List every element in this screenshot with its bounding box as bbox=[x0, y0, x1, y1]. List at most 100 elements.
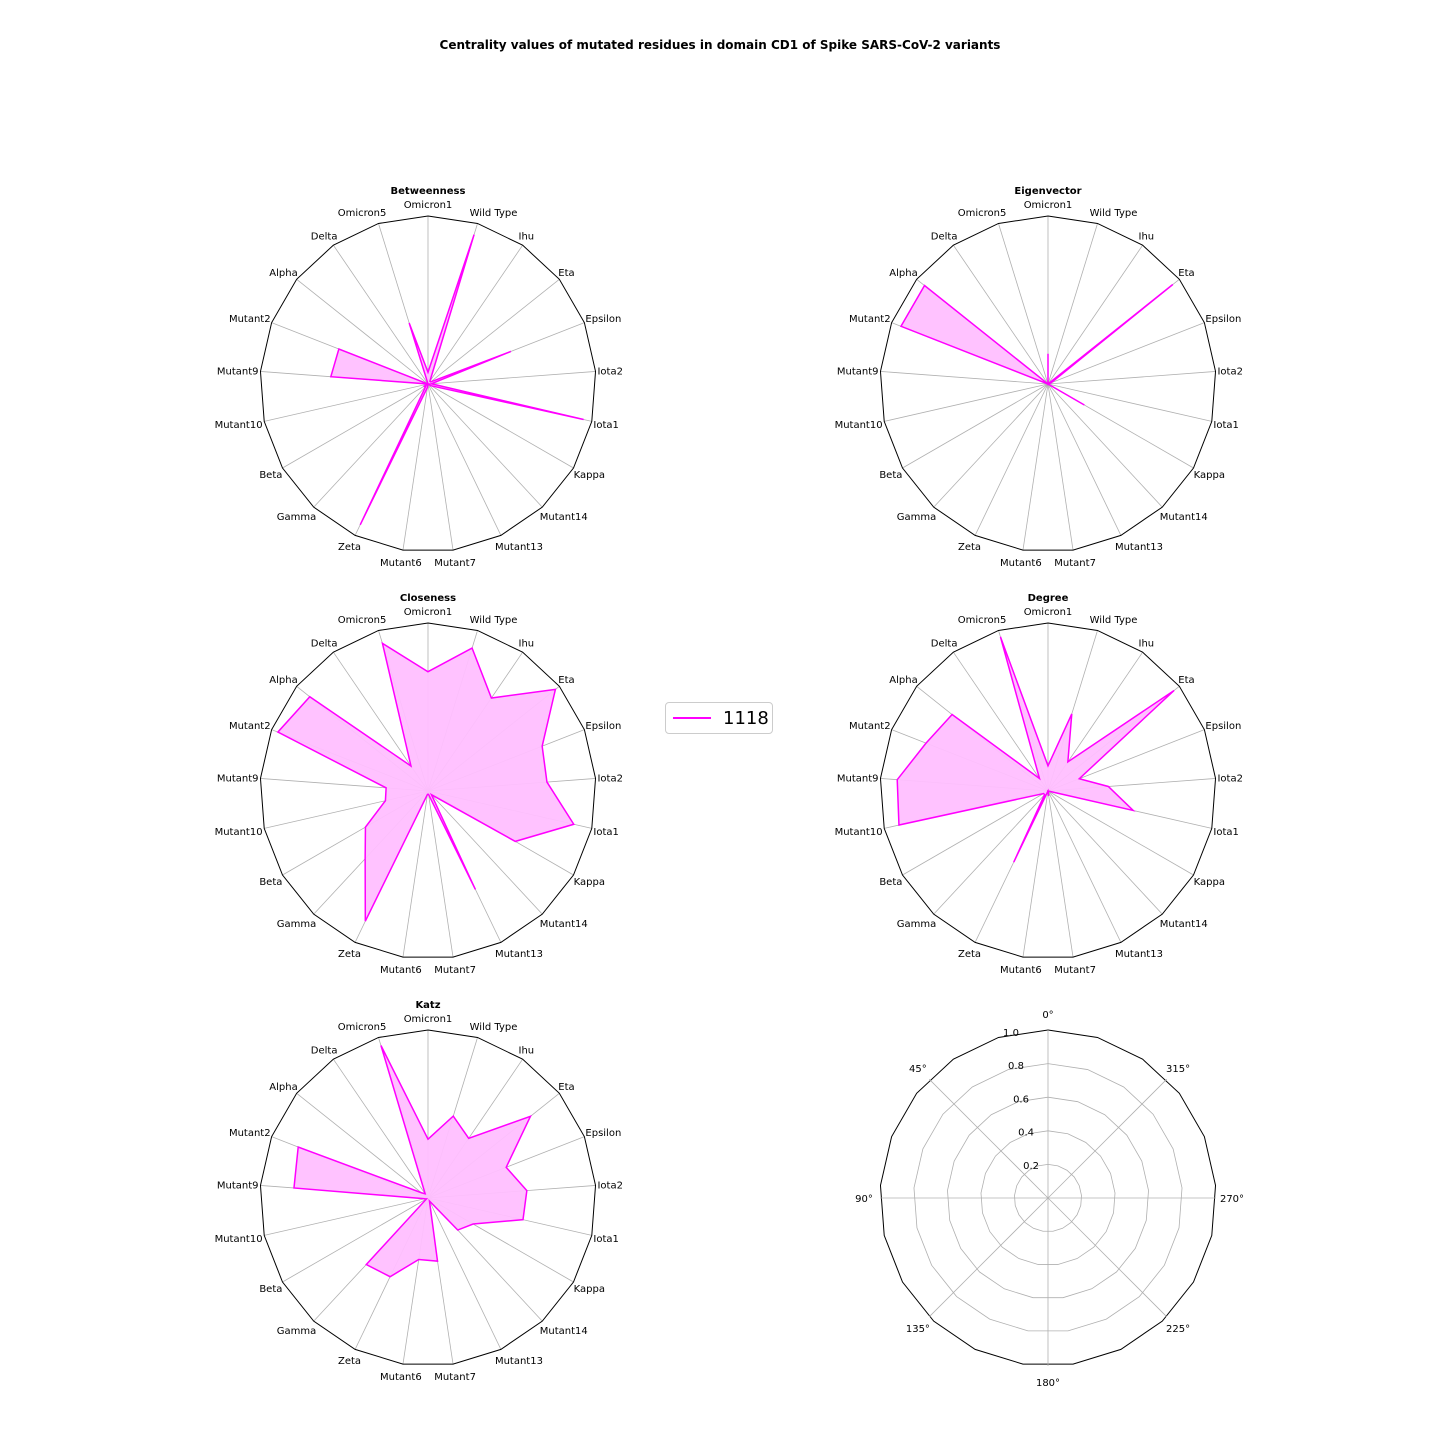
chart-0-category-label-0: Omicron1 bbox=[404, 200, 453, 211]
chart-4-category-label-2: Ihu bbox=[519, 1045, 535, 1056]
chart-2-category-label-11: Mutant6 bbox=[380, 965, 422, 976]
chart-3-category-label-3: Eta bbox=[1178, 675, 1194, 686]
chart-1-spoke-8 bbox=[1047, 383, 1163, 508]
figure-title: Centrality values of mutated residues in… bbox=[439, 38, 1001, 52]
chart-1-spoke-16 bbox=[880, 371, 1049, 385]
chart-2-category-label-8: Mutant14 bbox=[540, 919, 588, 930]
chart-0-title: Betweenness bbox=[391, 186, 466, 197]
chart-1-spoke-1 bbox=[1047, 223, 1098, 385]
chart-2-category-label-5: Iota2 bbox=[597, 774, 622, 785]
chart-3-category-label-0: Omicron1 bbox=[1024, 607, 1073, 618]
chart-1-category-label-15: Mutant10 bbox=[835, 420, 883, 431]
chart-4-category-label-3: Eta bbox=[558, 1082, 574, 1093]
chart-0-spoke-9 bbox=[427, 383, 502, 536]
chart-4-category-label-5: Iota2 bbox=[597, 1181, 622, 1192]
chart-4-category-label-8: Mutant14 bbox=[540, 1326, 588, 1337]
chart-3-spoke-8 bbox=[1047, 790, 1163, 915]
chart-0-category-label-15: Mutant10 bbox=[215, 420, 263, 431]
chart-0-category-label-7: Kappa bbox=[574, 470, 605, 481]
chart-1-spoke-10 bbox=[1047, 383, 1074, 551]
chart-5-radial-label-1: 0.4 bbox=[1018, 1128, 1034, 1139]
chart-1-spoke-2 bbox=[1047, 244, 1143, 385]
chart-0-category-label-5: Iota2 bbox=[597, 367, 622, 378]
chart-2-spoke-8 bbox=[427, 790, 543, 915]
chart-1-spoke-9 bbox=[1047, 383, 1122, 536]
chart-3-category-label-1: Wild Type bbox=[1090, 615, 1138, 626]
chart-4-category-label-9: Mutant13 bbox=[495, 1356, 543, 1367]
chart-1-spoke-20 bbox=[998, 223, 1049, 385]
chart-2-category-label-7: Kappa bbox=[574, 877, 605, 888]
chart-5-angle-label-4: 180° bbox=[1036, 1378, 1060, 1389]
legend-line-swatch bbox=[673, 717, 711, 719]
chart-3-spoke-14 bbox=[902, 790, 1049, 876]
chart-2-title: Closeness bbox=[400, 593, 456, 604]
chart-0-spoke-18 bbox=[296, 278, 429, 385]
chart-1-category-label-0: Omicron1 bbox=[1024, 200, 1073, 211]
chart-0-series-area bbox=[330, 234, 584, 525]
chart-2-category-label-4: Epsilon bbox=[585, 721, 621, 732]
chart-5-radial-label-3: 0.8 bbox=[1008, 1061, 1024, 1072]
chart-3-frame bbox=[879, 622, 1217, 958]
chart-1-category-label-9: Mutant13 bbox=[1115, 542, 1163, 553]
chart-1-category-label-3: Eta bbox=[1178, 268, 1194, 279]
legend-label: 1118 bbox=[723, 707, 769, 729]
chart-1-spoke-5 bbox=[1047, 371, 1216, 385]
chart-5-angle-label-5: 135° bbox=[906, 1324, 930, 1335]
chart-5-angle-label-2: 270° bbox=[1220, 1194, 1244, 1205]
chart-2-category-label-18: Alpha bbox=[269, 675, 297, 686]
chart-0-spoke-5 bbox=[427, 371, 596, 385]
chart-1-category-label-14: Beta bbox=[879, 470, 902, 481]
chart-0-spoke-19 bbox=[333, 244, 429, 385]
chart-2-spoke-11 bbox=[402, 790, 429, 958]
chart-3-spoke-11 bbox=[1022, 790, 1049, 958]
chart-1-category-label-11: Mutant6 bbox=[1000, 558, 1042, 569]
chart-0-spoke-3 bbox=[427, 278, 560, 385]
chart-4-category-label-7: Kappa bbox=[574, 1284, 605, 1295]
chart-3-category-label-14: Beta bbox=[879, 877, 902, 888]
chart-4-category-label-4: Epsilon bbox=[585, 1128, 621, 1139]
chart-1-category-label-13: Gamma bbox=[897, 512, 937, 523]
chart-2-category-label-1: Wild Type bbox=[470, 615, 518, 626]
chart-3-category-label-9: Mutant13 bbox=[1115, 949, 1163, 960]
chart-3-category-label-7: Kappa bbox=[1194, 877, 1225, 888]
chart-5-angle-label-6: 90° bbox=[855, 1194, 873, 1205]
chart-2-category-label-19: Delta bbox=[311, 638, 338, 649]
chart-2-series-line bbox=[276, 641, 575, 922]
chart-3-spoke-9 bbox=[1047, 790, 1122, 943]
chart-2-category-label-10: Mutant7 bbox=[434, 965, 476, 976]
chart-5-radial-label-2: 0.6 bbox=[1013, 1094, 1029, 1105]
chart-0-category-label-19: Delta bbox=[311, 231, 338, 242]
chart-5-angle-label-7: 45° bbox=[909, 1064, 927, 1075]
chart-0-spoke-14 bbox=[282, 383, 429, 469]
chart-4-category-label-16: Mutant9 bbox=[217, 1181, 259, 1192]
chart-1-category-label-10: Mutant7 bbox=[1054, 558, 1096, 569]
chart-2-category-label-3: Eta bbox=[558, 675, 574, 686]
chart-4-spoke-14 bbox=[282, 1197, 429, 1283]
chart-5-angle-label-3: 225° bbox=[1166, 1324, 1190, 1335]
chart-0-category-label-6: Iota1 bbox=[593, 420, 618, 431]
chart-4-category-label-19: Delta bbox=[311, 1045, 338, 1056]
chart-3-category-label-18: Alpha bbox=[889, 675, 917, 686]
chart-0-category-label-20: Omicron5 bbox=[338, 208, 387, 219]
chart-0-spoke-10 bbox=[427, 383, 454, 551]
chart-2-category-label-0: Omicron1 bbox=[404, 607, 453, 618]
chart-4-category-label-13: Gamma bbox=[277, 1326, 317, 1337]
chart-2-category-label-6: Iota1 bbox=[593, 827, 618, 838]
chart-5-spoke-7 bbox=[928, 1078, 1049, 1199]
chart-4-category-label-14: Beta bbox=[259, 1284, 282, 1295]
chart-3-category-label-10: Mutant7 bbox=[1054, 965, 1096, 976]
chart-0-category-label-10: Mutant7 bbox=[434, 558, 476, 569]
chart-2-category-label-15: Mutant10 bbox=[215, 827, 263, 838]
chart-3-category-label-5: Iota2 bbox=[1217, 774, 1242, 785]
chart-3-category-label-15: Mutant10 bbox=[835, 827, 883, 838]
chart-4-series-area bbox=[293, 1045, 531, 1277]
chart-3-category-label-20: Omicron5 bbox=[958, 615, 1007, 626]
chart-0-category-label-17: Mutant2 bbox=[229, 314, 271, 325]
chart-3-category-label-2: Ihu bbox=[1139, 638, 1155, 649]
chart-0-series-line bbox=[329, 234, 584, 526]
chart-1-frame bbox=[879, 215, 1217, 551]
chart-1-category-label-20: Omicron5 bbox=[958, 208, 1007, 219]
chart-4-series-line bbox=[293, 1045, 532, 1278]
chart-3-spoke-13 bbox=[933, 790, 1049, 915]
